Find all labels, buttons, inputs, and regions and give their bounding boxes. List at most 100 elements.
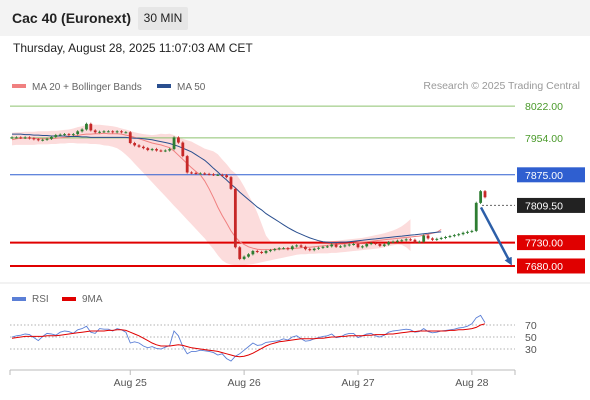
candle-body (325, 246, 329, 248)
level-label-box (517, 167, 585, 183)
candle-body (452, 235, 456, 237)
level-label: 7730.00 (525, 238, 563, 250)
candle-body (203, 173, 207, 175)
candle (378, 242, 382, 248)
candle-body (89, 123, 93, 131)
candle-body (150, 149, 154, 151)
legend-label: RSI (32, 294, 49, 305)
candle-body (273, 249, 277, 251)
candle-body (304, 246, 307, 250)
candle (163, 149, 167, 153)
candle-body (185, 156, 189, 173)
bollinger-band (12, 124, 411, 266)
candle-body (255, 251, 259, 253)
candle-body (439, 237, 443, 239)
candle-body (80, 129, 84, 132)
candle-body (32, 138, 36, 140)
candle-body (277, 248, 281, 250)
candle (360, 245, 364, 249)
candle-body (36, 139, 40, 141)
candle (304, 245, 307, 251)
candle (10, 136, 14, 140)
candle-body (404, 239, 408, 241)
candle-body (128, 132, 132, 144)
candle-body (470, 230, 474, 232)
candle (89, 122, 93, 132)
candle-body (141, 146, 145, 149)
candle (115, 130, 119, 134)
candle-body (387, 242, 391, 245)
candle (194, 171, 198, 175)
candle-body (67, 134, 71, 136)
candle (212, 173, 215, 176)
candle (28, 136, 31, 140)
candle (203, 172, 207, 176)
candle-body (308, 249, 312, 251)
legend-swatch (62, 297, 76, 301)
projection-arrow (479, 206, 512, 266)
candle (102, 130, 106, 133)
candle (448, 234, 452, 239)
candle (23, 136, 27, 140)
candle (98, 130, 101, 134)
candle (124, 131, 128, 134)
candle-body (391, 241, 395, 243)
rsi-line (11, 314, 486, 362)
candle-body (343, 245, 347, 247)
level-label: 7875.00 (525, 170, 563, 182)
candle (356, 242, 360, 249)
candle-body (93, 130, 97, 133)
candle-body (382, 244, 386, 246)
candle-body (14, 137, 18, 139)
candle (417, 240, 421, 244)
candle (387, 240, 391, 246)
candle (172, 136, 176, 151)
candle (317, 246, 320, 250)
candle (247, 253, 250, 258)
candle-body (23, 137, 27, 139)
candle (111, 130, 115, 134)
candle-body (378, 244, 382, 246)
candle-body (457, 234, 461, 236)
candle (365, 242, 369, 248)
candle-body (444, 236, 447, 238)
candle (71, 132, 75, 137)
timeframe-button[interactable]: 30 MIN (138, 7, 188, 30)
candle-body (365, 244, 369, 247)
candle-body (198, 173, 202, 175)
candle (396, 239, 399, 243)
candle-body (177, 137, 180, 143)
candle (457, 233, 461, 237)
candle (466, 230, 469, 234)
candle (264, 249, 268, 255)
candle-body (356, 244, 360, 248)
level-label-box (517, 197, 585, 213)
candle (260, 250, 264, 255)
candle (19, 136, 23, 140)
candle (146, 146, 150, 152)
candle (474, 201, 478, 233)
candle (321, 245, 325, 249)
candle-body (106, 131, 110, 133)
level-label: 7954.00 (525, 133, 563, 145)
candle-body (216, 174, 220, 176)
candle (444, 235, 447, 240)
candle-body (159, 150, 163, 152)
candle (67, 132, 71, 137)
candle (63, 132, 66, 136)
candle-body (133, 143, 137, 146)
candle (461, 231, 465, 236)
candle-body (76, 131, 80, 135)
candle-body (63, 134, 66, 136)
candle (128, 131, 132, 145)
candle-body (413, 239, 417, 243)
candle (155, 147, 158, 152)
candle (133, 141, 137, 147)
candle-body (369, 243, 373, 245)
candle (190, 171, 193, 175)
candle-body (85, 123, 88, 130)
candle-body (146, 148, 150, 151)
candle-body (479, 191, 483, 203)
candle (268, 248, 272, 253)
